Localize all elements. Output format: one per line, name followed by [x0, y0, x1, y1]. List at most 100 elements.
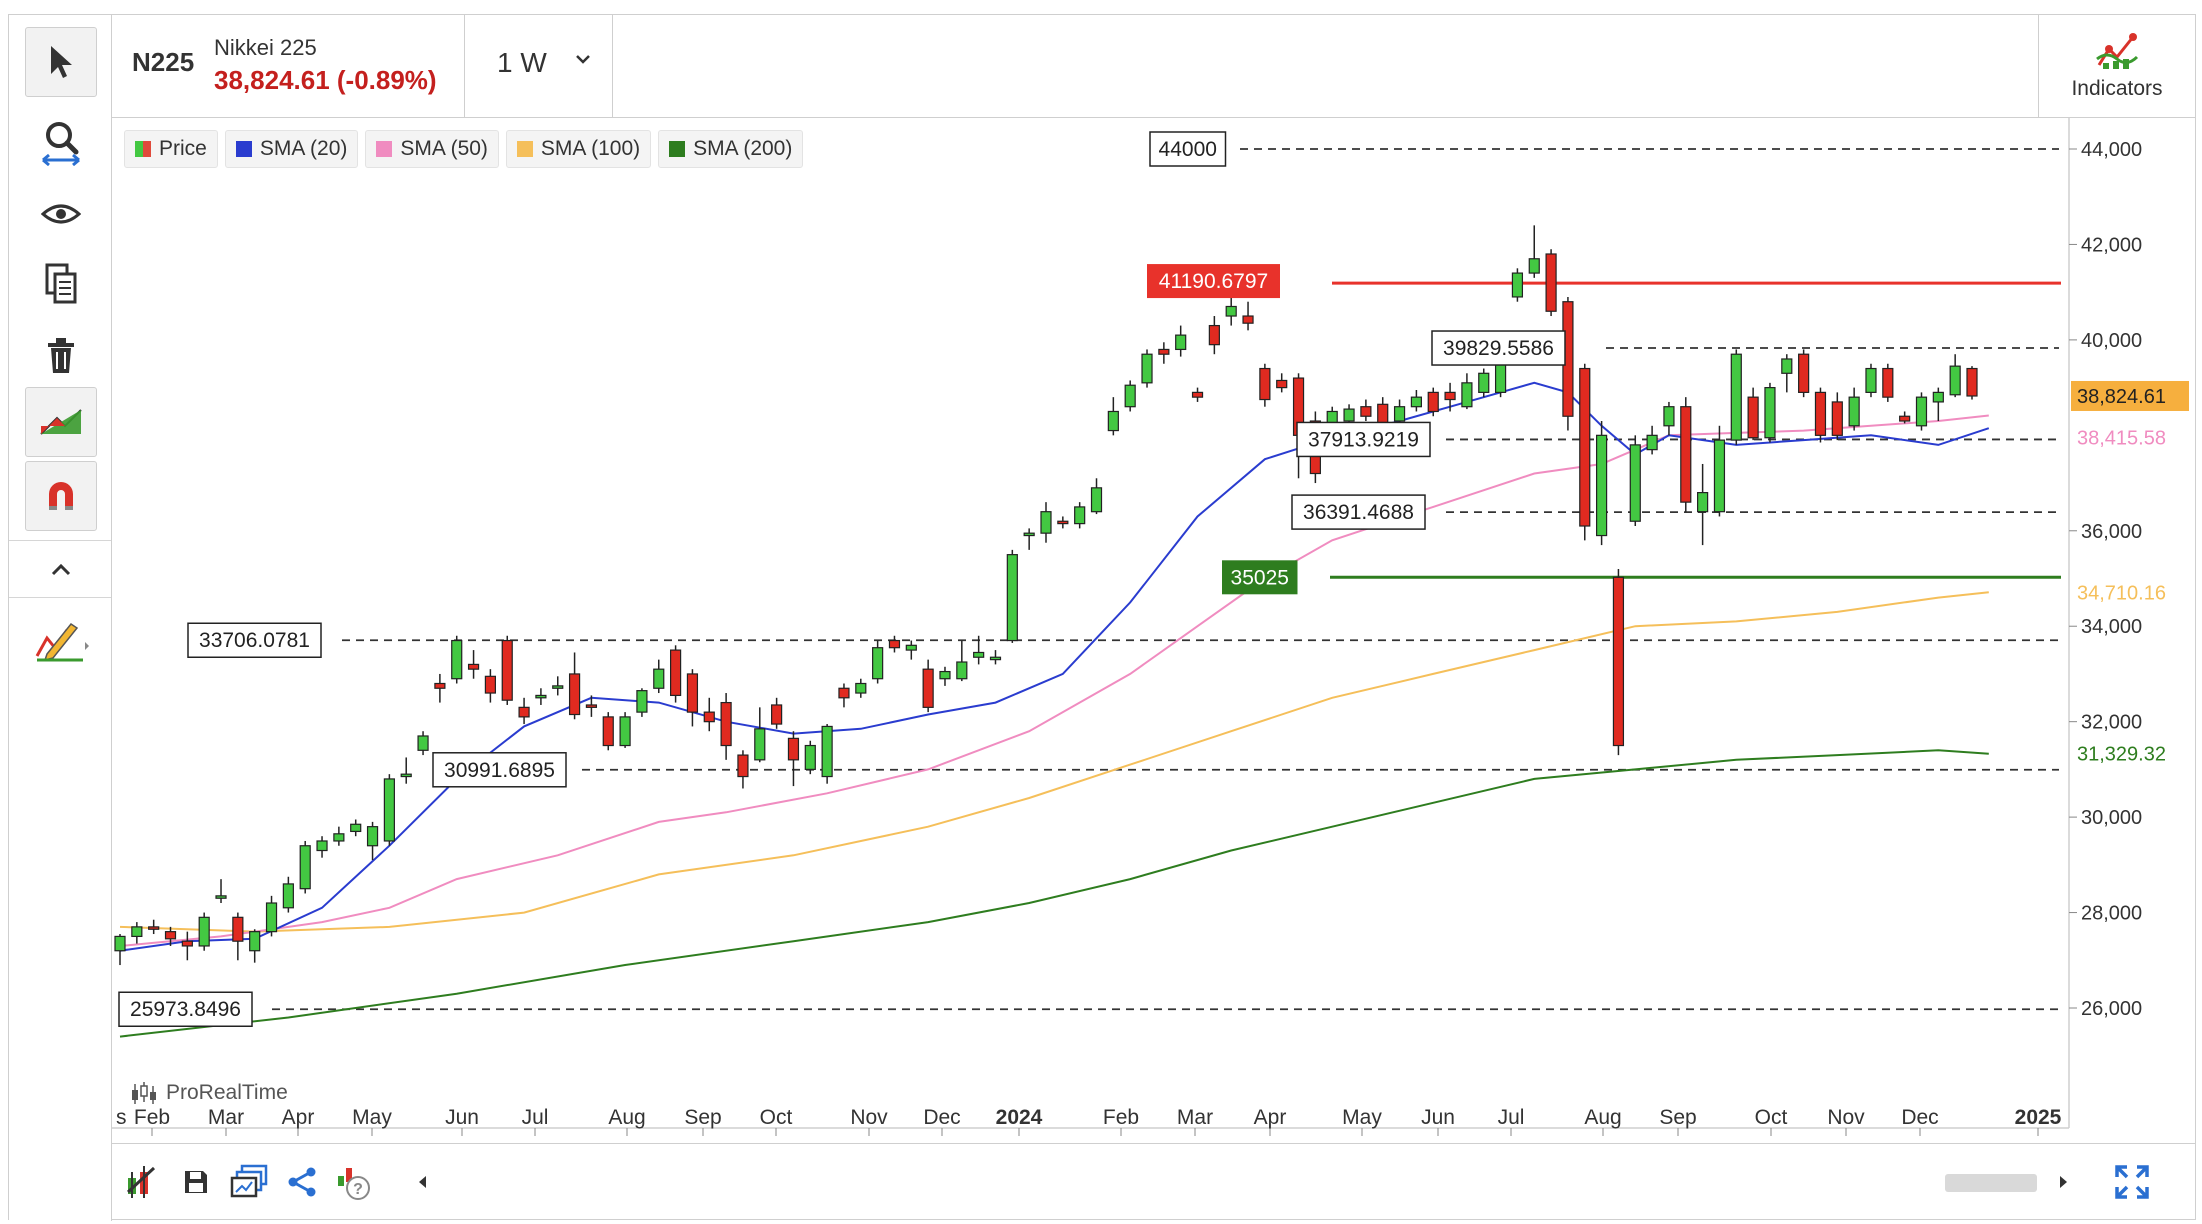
fullscreen-icon [2115, 1165, 2149, 1199]
legend-sma50[interactable]: SMA (50) [365, 130, 499, 168]
price-tag-box [2071, 422, 2189, 453]
visibility-button[interactable] [25, 179, 97, 249]
trend-tool-button[interactable] [25, 387, 97, 457]
collapse-button[interactable] [25, 545, 97, 595]
candle-body [669, 649, 682, 697]
candle-body [1074, 506, 1086, 525]
candle-body [737, 754, 749, 778]
help-button[interactable]: ? [334, 1162, 374, 1202]
candle-body [1141, 353, 1153, 384]
candle-body [1595, 434, 1608, 537]
candle-body [1579, 367, 1591, 527]
candle-body [804, 744, 816, 770]
price-tag-box [2071, 738, 2189, 769]
sma20-line [119, 381, 1990, 952]
candle-body [703, 711, 715, 723]
candle-body [1410, 396, 1423, 408]
candle-body [1393, 406, 1406, 422]
x-tick-label: Aug [608, 1106, 645, 1129]
candle-body [888, 639, 901, 649]
level-label: 33706.0781 [199, 629, 310, 652]
candle-body [366, 826, 379, 847]
candle-body [838, 687, 850, 699]
legend-swatch [669, 141, 686, 157]
candle-body [720, 701, 732, 747]
x-tick-label: Jun [1421, 1106, 1455, 1129]
candle-body [1663, 406, 1675, 427]
candle-body [215, 895, 227, 899]
candle-body [1158, 348, 1170, 355]
candle-body [1107, 410, 1119, 432]
copy-button[interactable] [25, 249, 97, 319]
legend-sma20[interactable]: SMA (20) [224, 130, 359, 168]
level-label-box [1147, 264, 1280, 299]
zoom-tool-button[interactable] [25, 107, 97, 177]
candle-body [568, 673, 581, 716]
chart-canvas[interactable]: 44,000 42,000 40,000 36,000 34,000 32,000 30,0… [112, 118, 2193, 1138]
price-chart[interactable]: 44,000 42,000 40,000 36,000 34,000 32,000 30,0… [112, 118, 2193, 1138]
sma100-line [119, 591, 1989, 933]
candle-body [636, 690, 648, 713]
price-tag-label: 31,329.32 [2077, 744, 2166, 766]
delete-button[interactable] [25, 321, 97, 391]
layout-button[interactable] [230, 1162, 270, 1202]
share-button[interactable] [282, 1162, 322, 1202]
candle-body [905, 644, 917, 651]
candle-body [1175, 334, 1187, 351]
candle-body [316, 840, 328, 852]
y-tick-label: 30,000 [2081, 807, 2142, 829]
candle-body [1545, 253, 1557, 312]
magnet-button[interactable] [25, 461, 97, 531]
x-tick-label: Dec [1901, 1106, 1938, 1129]
legend-swatch [235, 141, 252, 157]
watermark-text: ProRealTime [166, 1081, 288, 1104]
candle-body [282, 883, 294, 909]
candle-body [1949, 365, 1961, 396]
candle-body [989, 656, 1002, 661]
fullscreen-button[interactable] [2112, 1162, 2152, 1202]
save-icon [185, 1171, 207, 1193]
timeframe-selector[interactable]: 1 W [497, 47, 547, 78]
symbol-ticker: N225 [132, 47, 195, 77]
chevron-down-icon[interactable] [574, 53, 592, 65]
legend-swatch [516, 141, 533, 157]
candle-body [585, 704, 598, 708]
x-tick-label: Sep [1659, 1106, 1696, 1129]
x-tick-label: Sep [684, 1106, 721, 1129]
candle-body [1730, 353, 1742, 441]
candle-body [1848, 396, 1860, 427]
y-tick-label: 42,000 [2081, 234, 2142, 256]
scroll-left-button[interactable] [402, 1162, 442, 1202]
x-tick-label: Jun [445, 1106, 479, 1129]
candle-body [973, 651, 985, 658]
save-button[interactable] [176, 1162, 216, 1202]
legend-swatch [135, 141, 151, 157]
level-label-box [1291, 494, 1426, 530]
legend-sma200[interactable]: SMA (200) [658, 130, 804, 168]
chart-settings-button[interactable] [122, 1162, 162, 1202]
candle-body [1747, 396, 1759, 439]
y-tick-label: 36,000 [2081, 521, 2142, 543]
legend-price[interactable]: Price [124, 130, 218, 168]
candle-body [1882, 367, 1894, 398]
candle-body [1629, 444, 1641, 522]
layout-icon [230, 1164, 268, 1198]
left-toolbar [9, 15, 112, 1221]
legend-sma100[interactable]: SMA (100) [505, 130, 652, 168]
indicators-label: Indicators [2071, 77, 2163, 100]
drawing-tool-button[interactable] [25, 605, 97, 675]
x-tick-label: Mar [208, 1106, 244, 1129]
horizontal-scrollbar[interactable] [1945, 1174, 2037, 1192]
candle-body [1764, 387, 1776, 439]
candle-body [1242, 315, 1254, 324]
candle-body [232, 916, 244, 942]
x-tick-label: s [116, 1106, 127, 1129]
scroll-right-button[interactable] [2044, 1162, 2084, 1202]
cursor-tool-button[interactable] [25, 27, 97, 97]
x-tick-label: May [352, 1106, 392, 1129]
indicators-button[interactable]: Indicators [2038, 15, 2195, 117]
x-tick-label: Nov [850, 1106, 888, 1129]
legend-label: SMA (20) [259, 137, 348, 160]
trend-icon [40, 409, 82, 435]
y-tick-label: 34,000 [2081, 616, 2142, 638]
